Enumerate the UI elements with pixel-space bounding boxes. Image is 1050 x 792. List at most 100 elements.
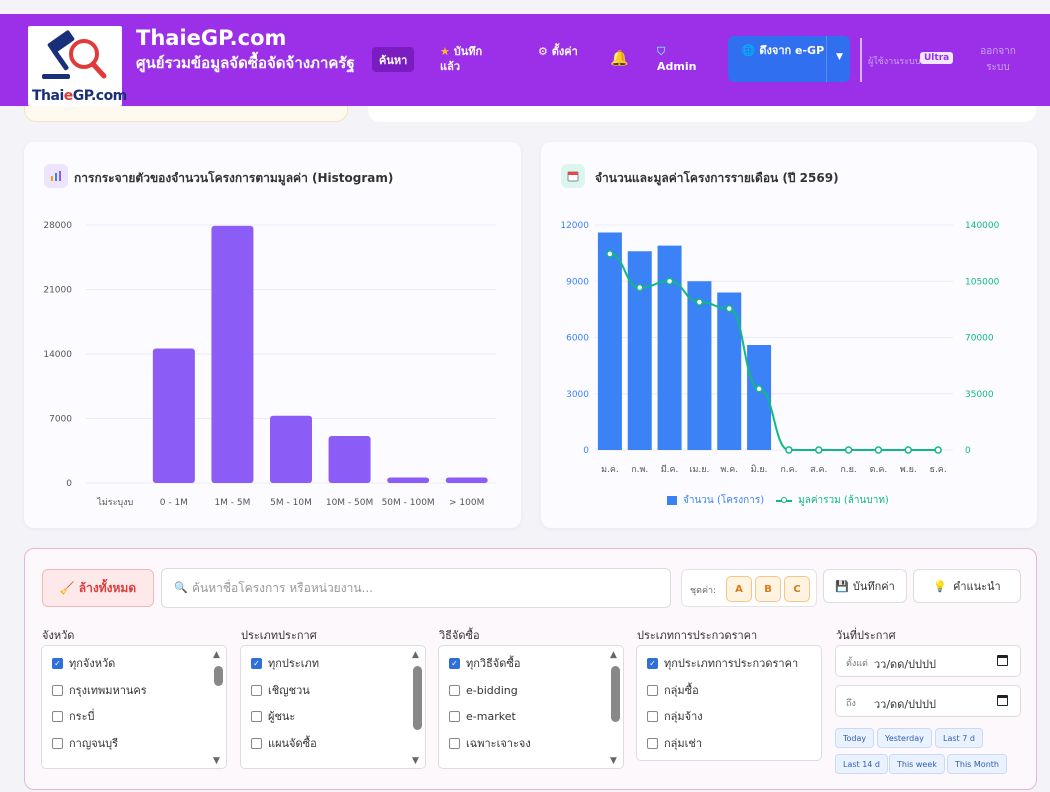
save-preset-button[interactable]: 💾 บันทึกค่า	[823, 569, 907, 603]
scroll-down-icon[interactable]: ▼	[610, 756, 617, 766]
y-tick-label: 21000	[43, 286, 72, 296]
checkbox[interactable]	[251, 684, 262, 696]
preset-b-button[interactable]: B	[755, 576, 781, 602]
procurement-type-list[interactable]: ✓ ทุกประเภทการประกวดราคา กลุ่มซื้อ กลุ่มจ…	[636, 645, 822, 761]
scroll-down-icon[interactable]: ▼	[412, 756, 419, 766]
chevron-down-icon[interactable]: ▼	[836, 52, 843, 62]
list-item[interactable]: กลุ่มซื้อ	[647, 682, 699, 698]
monthly-value-point	[755, 385, 763, 393]
user-name[interactable]: ผู้ใช้งานระบบ	[868, 57, 921, 67]
quick-this-week[interactable]: This week	[889, 754, 945, 774]
list-item[interactable]: ผู้ชนะ	[251, 708, 295, 724]
x-tick-label: เม.ย.	[689, 465, 709, 475]
list-item[interactable]: กาญจนบุรี	[52, 735, 118, 751]
calendar-icon[interactable]	[997, 655, 1008, 666]
province-label: จังหวัด	[42, 629, 75, 642]
logo[interactable]: ThaieGP.com	[24, 26, 127, 106]
province-list[interactable]: ✓ ทุกจังหวัด กรุงเทพมหานคร กระบี่ กาญจนบุ…	[41, 645, 227, 769]
legend-swatch-count	[667, 496, 677, 505]
list-item-label: กลุ่มเช่า	[664, 737, 703, 750]
checkbox[interactable]	[52, 710, 63, 722]
y-tick-label: 0	[66, 479, 72, 489]
list-item[interactable]: e-market	[449, 708, 516, 724]
scrollbar[interactable]: ▲ ▼	[412, 650, 422, 766]
list-item[interactable]: ✓ ทุกวิธีจัดซื้อ	[449, 655, 520, 671]
list-item[interactable]: กลุ่มจ้าง	[647, 708, 703, 724]
checkbox[interactable]	[449, 737, 460, 749]
tips-button[interactable]: 💡 คำแนะนำ	[913, 569, 1021, 603]
shield-icon: ⛉	[657, 45, 666, 58]
clear-all-button[interactable]: 🧹 ล้างทั้งหมด	[42, 569, 154, 607]
scroll-thumb[interactable]	[413, 666, 422, 730]
fetch-egp-button[interactable]: 🌐 ดึงจาก e-GP ▼	[728, 36, 850, 82]
top-strip	[0, 0, 1050, 14]
search-box[interactable]: 🔍	[161, 568, 671, 608]
list-item[interactable]: ✓ ทุกประเภทการประกวดราคา	[647, 655, 798, 671]
list-item[interactable]: แผนจัดซื้อ	[251, 735, 317, 751]
histogram-bar	[445, 477, 488, 483]
scrollbar[interactable]: ▲ ▼	[610, 650, 620, 766]
quick-today[interactable]: Today	[835, 728, 875, 748]
checkbox[interactable]	[251, 737, 262, 749]
bell-icon[interactable]: 🔔	[610, 49, 629, 67]
date-from-field[interactable]: ตั้งแต่ วว/ดด/ปปปป	[835, 645, 1021, 677]
date-to-field[interactable]: ถึง วว/ดด/ปปปป	[835, 685, 1021, 717]
search-icon: 🔍	[174, 581, 188, 594]
checkbox[interactable]	[647, 710, 658, 722]
scrollbar[interactable]: ▲ ▼	[213, 650, 223, 766]
search-input[interactable]	[192, 577, 662, 599]
monthly-value-point	[785, 446, 793, 454]
list-item[interactable]: กรุงเทพมหานคร	[52, 682, 147, 698]
scroll-thumb[interactable]	[214, 666, 223, 686]
quick-yesterday[interactable]: Yesterday	[877, 728, 932, 748]
nav-settings[interactable]: ⚙ ตั้งค่า	[538, 44, 578, 59]
list-item[interactable]: เฉพาะเจาะจง	[449, 735, 531, 751]
preset-c-button[interactable]: C	[784, 576, 810, 602]
legend-count-label[interactable]: จำนวน (โครงการ)	[683, 495, 765, 506]
monthly-chart: 0 3000 6000 9000 12000 0 35000 70000 105000 14000…	[560, 221, 999, 475]
quick-last-7d[interactable]: Last 7 d	[935, 728, 983, 748]
quick-this-month[interactable]: This Month	[947, 754, 1007, 774]
nav-admin[interactable]: ⛉ Admin	[657, 44, 697, 74]
calendar-icon[interactable]	[997, 695, 1008, 706]
legend-value-label[interactable]: มูลค่ารวม (ล้านบาท)	[798, 495, 889, 506]
scroll-up-icon[interactable]: ▲	[412, 650, 419, 660]
list-item[interactable]: กระบี่	[52, 708, 94, 724]
monthly-value-point	[665, 277, 674, 285]
monthly-title: จำนวนและมูลค่าโครงการรายเดือน (ปี 2569)	[595, 171, 839, 185]
checkbox[interactable]	[52, 737, 63, 749]
list-item[interactable]: ✓ ทุกประเภท	[251, 655, 319, 671]
checkbox[interactable]	[647, 684, 658, 696]
checkbox[interactable]	[647, 737, 658, 749]
list-item-label: e-bidding	[466, 683, 518, 697]
list-item[interactable]: e-bidding	[449, 682, 518, 698]
brand-title[interactable]: ThaieGP.com	[136, 26, 287, 50]
checkbox[interactable]: ✓	[647, 657, 658, 669]
checkbox[interactable]	[449, 684, 460, 696]
app-header: ThaieGP.com ThaieGP.com ศูนย์รวมข้อมูลจั…	[0, 14, 1050, 106]
procurement-type-label: ประเภทการประกวดราคา	[637, 629, 758, 642]
checkbox[interactable]: ✓	[251, 657, 262, 669]
list-item[interactable]: กลุ่มเช่า	[647, 735, 702, 751]
legend-swatch-value	[776, 496, 793, 503]
checkbox[interactable]: ✓	[449, 657, 460, 669]
logout-link[interactable]: ออกจากระบบ	[980, 46, 1016, 73]
list-item[interactable]: เชิญชวน	[251, 682, 310, 698]
scroll-up-icon[interactable]: ▲	[610, 650, 617, 660]
monthly-count-bar	[657, 245, 682, 450]
checkbox[interactable]: ✓	[52, 657, 63, 669]
preset-a-button[interactable]: A	[726, 576, 752, 602]
scroll-up-icon[interactable]: ▲	[213, 650, 220, 660]
checkbox[interactable]	[52, 684, 63, 696]
checkbox[interactable]	[251, 710, 262, 722]
scroll-thumb[interactable]	[611, 666, 620, 722]
list-item[interactable]: ✓ ทุกจังหวัด	[52, 655, 115, 671]
quick-last-14d[interactable]: Last 14 d	[835, 754, 889, 774]
method-list[interactable]: ✓ ทุกวิธีจัดซื้อ e-bidding e-market เฉพาะ…	[438, 645, 624, 769]
scroll-down-icon[interactable]: ▼	[213, 756, 220, 766]
nav-search[interactable]: ค้นหา	[372, 47, 415, 72]
checkbox[interactable]	[449, 710, 460, 722]
nav-saved[interactable]: ★ บันทึกแล้ว	[440, 44, 500, 74]
announce-type-list[interactable]: ✓ ทุกประเภท เชิญชวน ผู้ชนะ แผนจัดซื้อ ▲ ▼	[240, 645, 426, 769]
monthly-value-point	[844, 446, 853, 454]
